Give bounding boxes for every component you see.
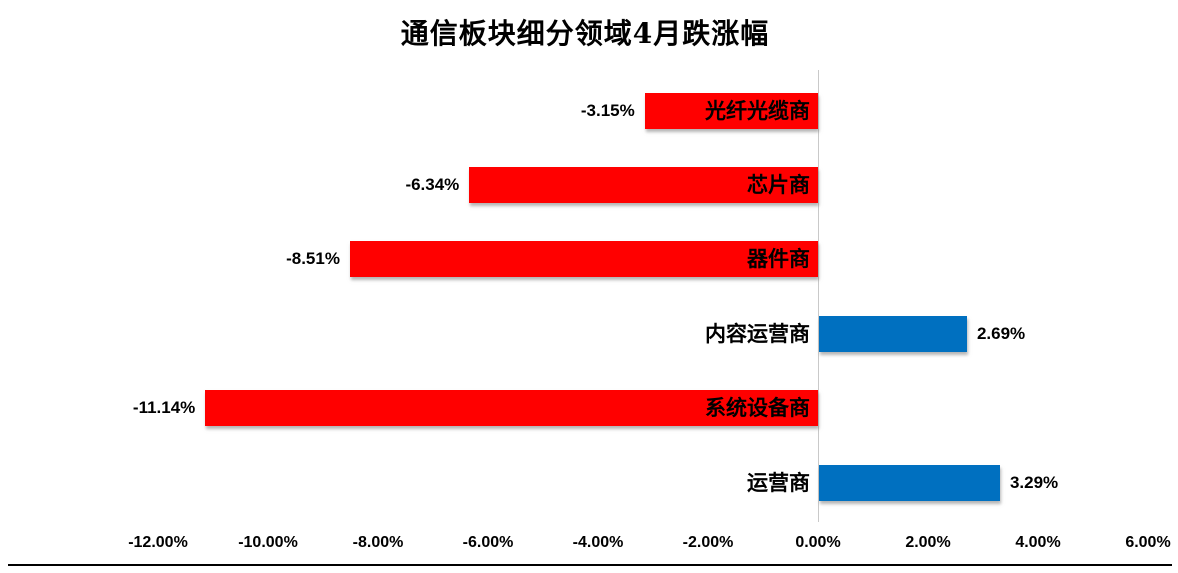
category-label: 器件商: [747, 246, 810, 271]
x-tick-label: -4.00%: [572, 534, 624, 551]
bar-negative: [469, 167, 819, 203]
value-label: 2.69%: [976, 324, 1026, 343]
chart-title: 通信板块细分领域4月跌涨幅: [400, 17, 770, 50]
category-label: 运营商: [747, 470, 810, 495]
bar-negative: [205, 390, 819, 426]
x-tick-label: -6.00%: [462, 534, 514, 551]
value-label: -11.14%: [132, 398, 196, 417]
x-tick-label: -12.00%: [128, 534, 188, 551]
x-tick-label: 6.00%: [1125, 534, 1171, 551]
bar-negative: [349, 241, 818, 277]
category-label: 内容运营商: [705, 321, 810, 346]
value-label: -3.15%: [580, 101, 635, 120]
value-label: -6.34%: [405, 175, 460, 194]
value-label: 3.29%: [1009, 473, 1059, 492]
bar-negative: [644, 93, 818, 129]
x-tick-label: -10.00%: [238, 534, 298, 551]
x-tick-label: 0.00%: [795, 534, 841, 551]
zero-axis-line: [818, 70, 819, 522]
x-tick-label: 4.00%: [1015, 534, 1061, 551]
category-label: 芯片商: [747, 172, 810, 197]
bottom-border-line: [8, 564, 1172, 566]
bar-positive: [819, 465, 1000, 501]
bar-positive: [819, 316, 967, 352]
category-label: 光纤光缆商: [705, 98, 810, 123]
x-tick-label: -2.00%: [682, 534, 734, 551]
category-label: 系统设备商: [705, 395, 810, 420]
x-tick-label: 2.00%: [905, 534, 951, 551]
value-label: -8.51%: [286, 249, 340, 268]
x-tick-label: -8.00%: [352, 534, 404, 551]
